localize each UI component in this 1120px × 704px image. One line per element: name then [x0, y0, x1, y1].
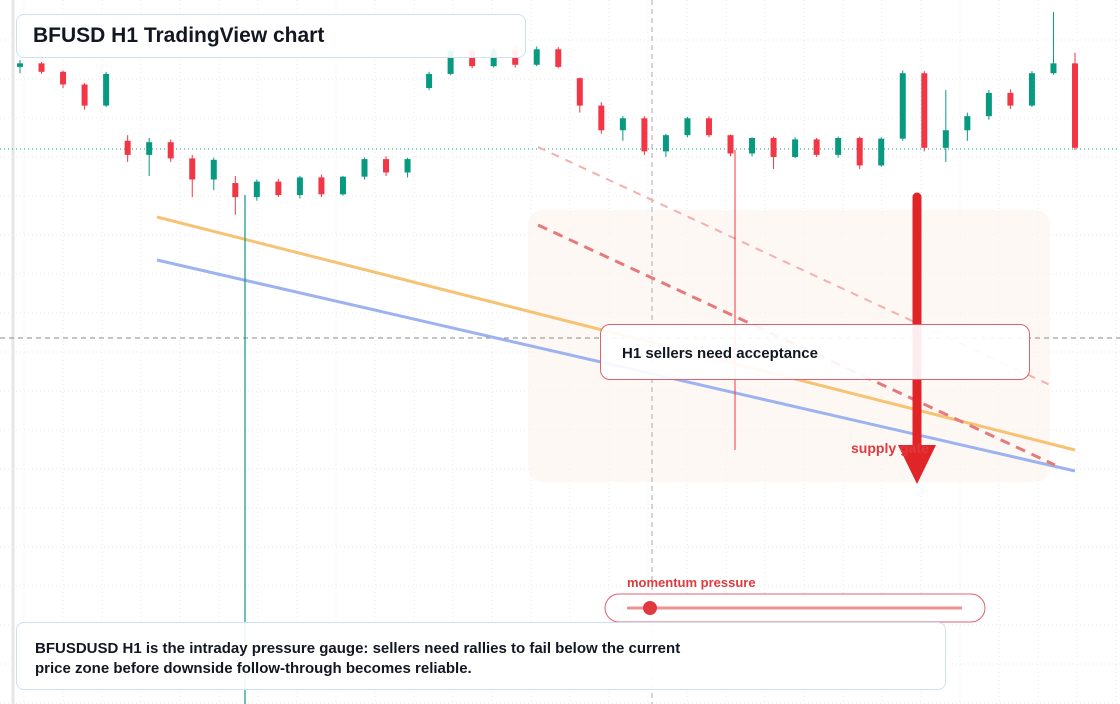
candle-body [469, 50, 476, 67]
candle-body [1007, 92, 1014, 106]
candle-body [318, 177, 325, 195]
candle-body [339, 176, 346, 195]
candle-body [404, 159, 411, 173]
candle-body [792, 139, 799, 157]
candle-body [296, 177, 303, 196]
candle-body [533, 49, 540, 65]
candle-body [426, 73, 433, 88]
candle-body [361, 159, 368, 177]
candle-body [275, 181, 282, 196]
candle-body [705, 118, 712, 136]
candle-body [1050, 63, 1057, 74]
candle-body [1028, 73, 1035, 106]
candles [17, 11, 1078, 215]
caption-text: BFUSDUSD H1 is the intraday pressure gau… [35, 640, 681, 677]
candle-body [189, 158, 196, 180]
candle-body [985, 92, 992, 117]
candle-body [253, 181, 260, 198]
candle-body [835, 137, 842, 155]
momentum-label: momentum pressure [627, 575, 756, 590]
candle-body [878, 138, 885, 166]
chart-title: BFUSD H1 TradingView chart [16, 14, 526, 58]
candle-body [749, 137, 756, 154]
candle-body [383, 159, 390, 173]
candle-body [856, 137, 863, 166]
candle-body [490, 49, 497, 67]
candle-body [576, 78, 583, 106]
zone-label: H1 sellers need acceptance [600, 324, 1030, 380]
candle-body [167, 142, 174, 159]
candle-body [81, 84, 88, 106]
candle-body [146, 142, 153, 155]
candle-body [598, 105, 605, 131]
candle-body [103, 73, 110, 106]
candle-body [964, 116, 971, 131]
candle-body [770, 137, 777, 157]
candle-body [60, 71, 67, 85]
candle-body [641, 118, 648, 152]
candle-body [210, 159, 217, 180]
candle-body [124, 140, 131, 155]
candle-body [921, 73, 928, 148]
candle-body [1072, 63, 1078, 148]
gauge-knob [643, 601, 657, 615]
supply-label: supply gate [851, 440, 929, 456]
dashed-line [537, 223, 1056, 467]
candle-body [232, 183, 239, 198]
arrow-head [898, 445, 936, 484]
candle-body [899, 73, 906, 139]
candle-body [662, 135, 669, 152]
candle-body [813, 139, 820, 155]
caption: BFUSDUSD H1 is the intraday pressure gau… [16, 622, 946, 690]
candle-body [684, 118, 691, 136]
candle-body [555, 49, 562, 67]
candle-body [727, 135, 734, 154]
candle-body [447, 50, 454, 74]
candle-body [619, 118, 626, 131]
candle-body [942, 130, 949, 148]
candle-body [17, 63, 23, 67]
candle-body [38, 63, 45, 72]
